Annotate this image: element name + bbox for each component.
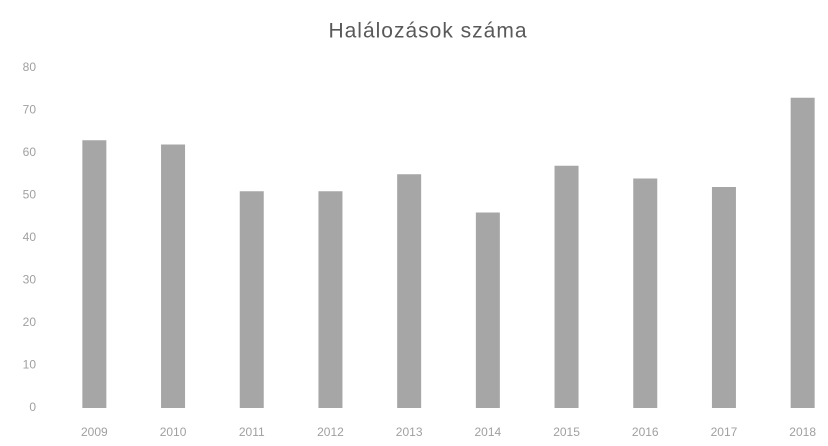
x-tick-label: 2013 xyxy=(396,425,423,439)
bar xyxy=(397,174,422,408)
bar xyxy=(82,140,107,408)
y-tick-label: 30 xyxy=(23,273,37,287)
chart-title: Halálozások száma xyxy=(328,20,527,43)
x-tick-label: 2012 xyxy=(317,425,344,439)
y-tick-label: 0 xyxy=(29,400,36,414)
y-tick-label: 70 xyxy=(23,103,37,117)
x-tick-label: 2016 xyxy=(632,425,659,439)
y-tick-label: 50 xyxy=(23,188,37,202)
bar xyxy=(554,165,579,408)
bar xyxy=(475,212,500,408)
bar xyxy=(711,187,736,408)
bar xyxy=(161,144,186,408)
x-tick-label: 2011 xyxy=(239,425,265,439)
bar xyxy=(790,97,815,408)
y-tick-label: 40 xyxy=(23,230,37,244)
x-tick-label: 2014 xyxy=(474,425,501,439)
x-tick-label: 2017 xyxy=(711,425,738,439)
x-tick-label: 2018 xyxy=(789,425,816,439)
y-tick-label: 80 xyxy=(23,60,37,74)
x-tick-label: 2010 xyxy=(160,425,187,439)
y-tick-label: 10 xyxy=(23,358,37,372)
bar xyxy=(239,191,264,408)
x-tick-label: 2015 xyxy=(553,425,580,439)
y-tick-label: 60 xyxy=(23,145,37,159)
bar xyxy=(318,191,343,408)
y-tick-label: 20 xyxy=(23,315,37,329)
bar xyxy=(633,178,658,408)
x-tick-label: 2009 xyxy=(81,425,108,439)
